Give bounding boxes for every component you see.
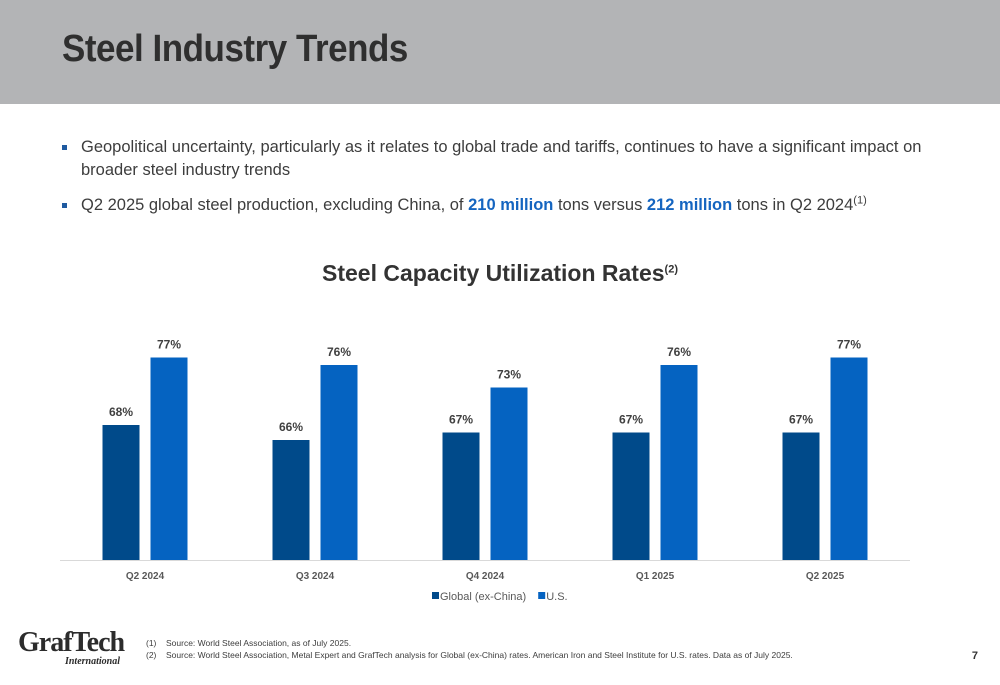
page-title: Steel Industry Trends: [62, 28, 408, 70]
chart-title-footnote-ref: (2): [664, 263, 678, 276]
footnote-number: (1): [146, 638, 157, 648]
highlight-value-2025: 210 million: [468, 196, 554, 214]
legend-swatch: [432, 592, 439, 599]
bullet-item: Q2 2025 global steel production, excludi…: [60, 194, 960, 217]
data-label: 67%: [789, 413, 813, 427]
data-label: 77%: [837, 338, 861, 352]
footnote-ref: (1): [853, 194, 867, 207]
bar-global: [272, 440, 310, 560]
bar-us: [490, 387, 528, 560]
legend-label: U.S.: [546, 591, 567, 603]
graftech-logo: GrafTech International: [18, 627, 138, 667]
bar-us: [320, 365, 358, 560]
x-tick-label: Q4 2024: [466, 571, 505, 582]
bar-global: [612, 432, 650, 560]
data-label: 76%: [327, 345, 351, 359]
highlight-value-2024: 212 million: [646, 196, 733, 214]
chart-title-text: Steel Capacity Utilization Rates: [322, 260, 665, 286]
bullet-list: Geopolitical uncertainty, particularly a…: [60, 136, 960, 229]
data-label: 67%: [619, 413, 643, 427]
bar-global: [102, 425, 140, 560]
footnote-number: (2): [146, 650, 157, 660]
legend-label: Global (ex-China): [440, 591, 526, 603]
chart-title: Steel Capacity Utilization Rates(2): [0, 260, 1000, 287]
footnote-text: Source: World Steel Association, as of J…: [166, 638, 352, 648]
bullet-text-post: tons in Q2 2024: [732, 196, 854, 214]
bullet-marker-icon: [62, 145, 67, 150]
x-tick-label: Q2 2025: [806, 571, 845, 582]
data-label: 77%: [157, 338, 181, 352]
bar-us: [830, 357, 868, 560]
data-label: 73%: [497, 368, 521, 382]
data-label: 68%: [109, 405, 133, 419]
page-number: 7: [971, 650, 978, 662]
footnote-1: (1) Source: World Steel Association, as o…: [146, 637, 793, 649]
bullet-text-pre: Q2 2025 global steel production, excludi…: [81, 196, 469, 214]
bar-us: [660, 365, 698, 560]
x-tick-label: Q3 2024: [296, 571, 335, 582]
bar-global: [782, 432, 820, 560]
header-band: [0, 0, 1000, 104]
data-label: 66%: [279, 420, 303, 434]
bullet-marker-icon: [62, 203, 67, 208]
x-tick-label: Q1 2025: [636, 571, 675, 582]
x-tick-label: Q2 2024: [126, 571, 165, 582]
bar-chart: 68% 77% Q2 2024 66% 76% Q3 2024 67% 73% Q4 2024 6…: [60, 338, 910, 603]
logo-wordmark: GrafTech: [18, 627, 125, 658]
footnotes: (1) Source: World Steel Association, as o…: [146, 637, 793, 661]
logo-subtitle: International: [64, 656, 120, 667]
bullet-text: Geopolitical uncertainty, particularly a…: [81, 138, 922, 179]
bullet-item: Geopolitical uncertainty, particularly a…: [60, 136, 960, 182]
bullet-text-mid: tons versus: [553, 196, 647, 214]
legend-swatch: [538, 592, 546, 599]
bar-global: [442, 432, 480, 560]
bar-us: [150, 357, 188, 560]
data-label: 76%: [667, 345, 691, 359]
footnote-text: Source: World Steel Association, Metal E…: [166, 650, 793, 660]
footnote-2: (2) Source: World Steel Association, Meta…: [146, 649, 793, 661]
data-label: 67%: [449, 413, 473, 427]
